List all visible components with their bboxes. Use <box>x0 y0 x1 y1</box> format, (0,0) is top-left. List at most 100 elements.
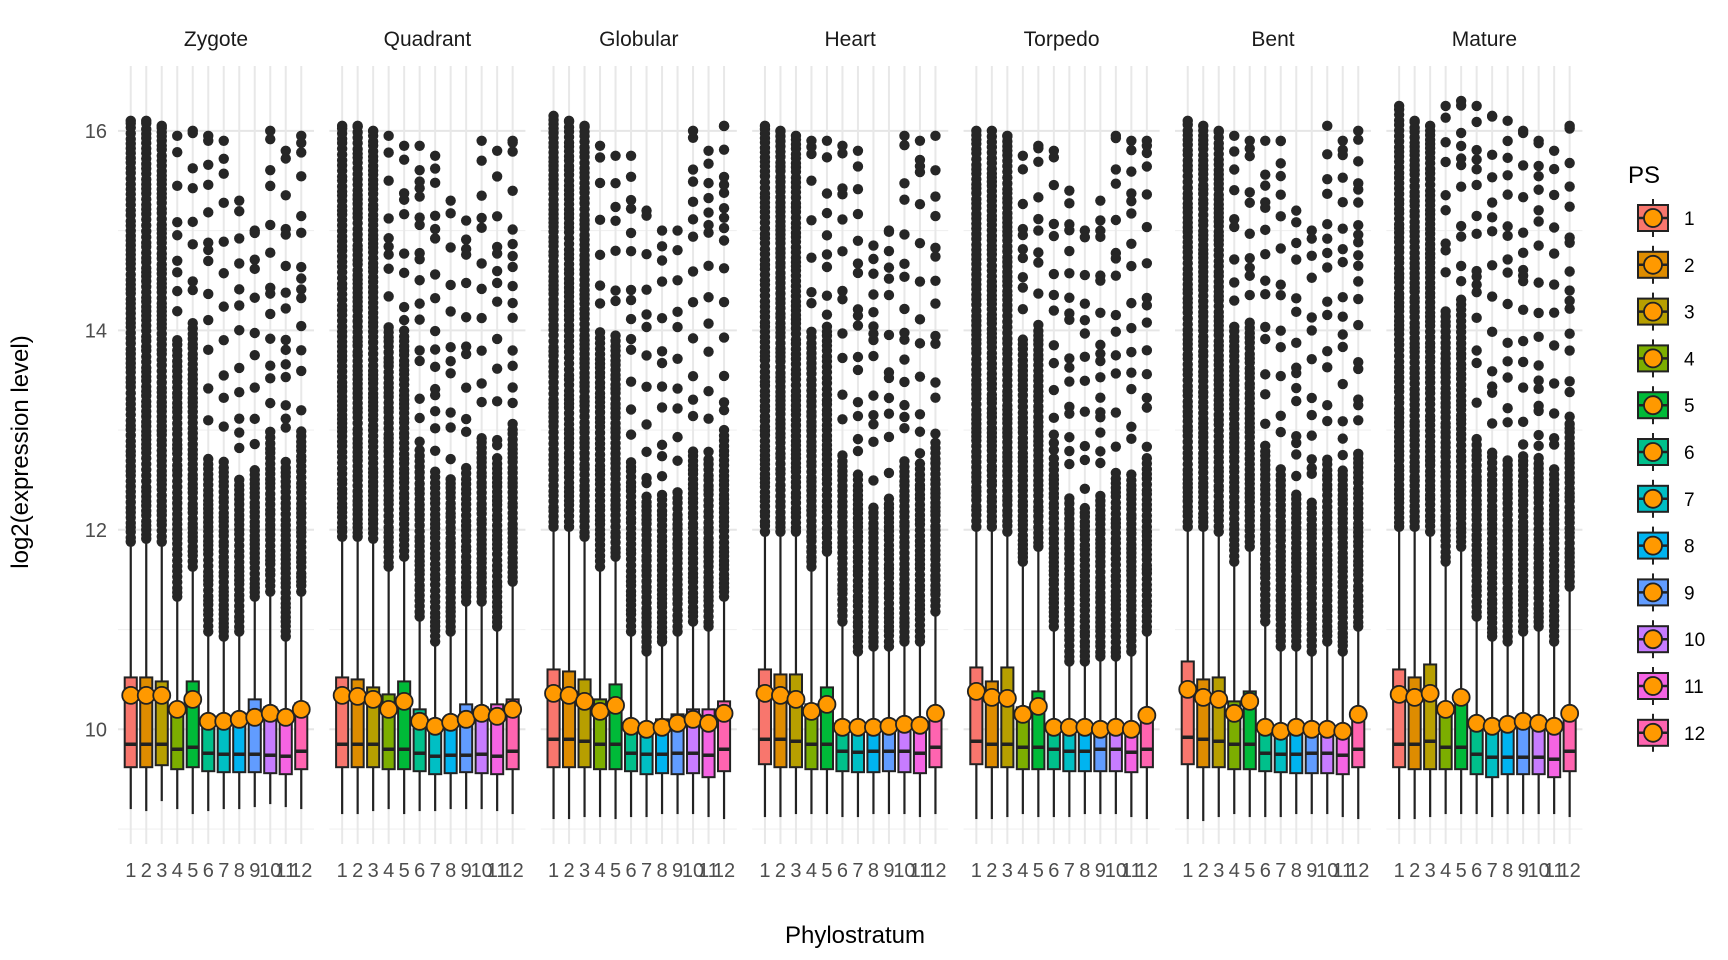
outlier-point <box>336 120 348 132</box>
outlier-point <box>1095 195 1106 206</box>
outlier-point <box>414 219 425 231</box>
outlier-point <box>265 164 276 176</box>
mean-point <box>544 683 563 703</box>
outlier-point <box>718 263 730 274</box>
outlier-point <box>852 433 864 445</box>
outlier-point <box>1244 252 1255 264</box>
outlier-points <box>548 110 559 533</box>
outlier-point <box>703 292 714 303</box>
outlier-points <box>383 130 394 572</box>
outlier-point <box>280 413 291 424</box>
outlier-point <box>398 325 410 336</box>
outlier-point <box>1275 189 1286 200</box>
outlier-point <box>1353 319 1364 331</box>
outlier-points <box>1244 135 1255 552</box>
outlier-point <box>899 271 910 283</box>
outlier-points <box>336 120 348 542</box>
outlier-points <box>971 125 982 533</box>
outlier-point <box>172 335 183 346</box>
outlier-point <box>1141 161 1153 172</box>
outlier-point <box>1126 421 1137 432</box>
x-tick-label: 4 <box>172 860 183 882</box>
outlier-point <box>899 354 910 365</box>
outlier-point <box>837 183 848 194</box>
outlier-point <box>296 171 307 182</box>
outlier-points <box>703 145 714 632</box>
outlier-point <box>491 363 503 374</box>
outlier-point <box>1291 430 1302 442</box>
outlier-point <box>414 164 425 176</box>
outlier-point <box>1322 362 1333 373</box>
outlier-point <box>429 150 441 161</box>
mean-point <box>1317 719 1337 739</box>
outlier-point <box>1260 369 1271 380</box>
outlier-point <box>718 179 730 191</box>
outlier-point <box>625 457 637 468</box>
outlier-point <box>1275 464 1286 475</box>
x-tick-label: 3 <box>790 860 801 882</box>
outlier-point <box>476 378 487 389</box>
mean-point <box>864 717 883 737</box>
outlier-point <box>1110 130 1122 142</box>
outlier-points <box>187 125 198 572</box>
outlier-point <box>656 471 668 482</box>
outlier-point <box>203 415 214 426</box>
outlier-point <box>806 215 817 226</box>
outlier-point <box>1033 192 1044 203</box>
mean-point <box>503 699 523 719</box>
outlier-point <box>672 431 683 443</box>
x-tick-label: 12 <box>290 860 312 882</box>
outlier-point <box>1064 401 1075 413</box>
mean-point <box>456 709 476 729</box>
mean-point <box>1121 719 1141 739</box>
x-tick-label: 7 <box>218 860 229 882</box>
outlier-point <box>1260 418 1271 429</box>
outlier-point <box>1126 346 1137 358</box>
outlier-point <box>476 433 487 444</box>
outlier-point <box>656 451 668 462</box>
outlier-points <box>367 125 379 544</box>
mean-point <box>1028 696 1048 716</box>
outlier-point <box>1064 493 1075 504</box>
outlier-point <box>265 308 276 320</box>
x-tick-label: 12 <box>924 860 946 882</box>
outlier-point <box>837 352 848 364</box>
x-tick-label: 7 <box>1064 860 1075 882</box>
outlier-point <box>1141 402 1153 413</box>
outlier-point <box>1126 322 1137 334</box>
x-tick-label: 11 <box>698 860 719 882</box>
outlier-point <box>641 309 652 320</box>
outlier-point <box>491 265 503 277</box>
x-tick-label: 1 <box>337 860 348 882</box>
x-tick-label: 10 <box>259 860 281 882</box>
outlier-point <box>852 145 864 156</box>
outlier-point <box>1353 394 1364 405</box>
mean-point <box>1302 719 1322 739</box>
outlier-point <box>218 236 229 247</box>
outlier-point <box>445 407 456 418</box>
mean-point <box>198 711 218 731</box>
outlier-point <box>445 208 456 219</box>
mean-point <box>699 713 718 733</box>
outlier-point <box>1048 145 1060 156</box>
outlier-point <box>672 306 683 318</box>
outlier-point <box>1291 382 1302 394</box>
outlier-point <box>610 150 621 161</box>
outlier-point <box>687 394 699 405</box>
outlier-point <box>1141 369 1153 380</box>
outlier-point <box>899 258 910 270</box>
outlier-point <box>234 387 245 398</box>
outlier-point <box>203 244 214 256</box>
outlier-point <box>491 241 503 253</box>
x-tick-label: 8 <box>445 860 456 882</box>
outlier-point <box>1064 219 1075 230</box>
outlier-point <box>703 227 714 238</box>
outlier-points <box>579 120 590 542</box>
outlier-point <box>1393 100 1405 112</box>
outlier-point <box>641 472 652 484</box>
outlier-point <box>806 175 817 186</box>
outlier-point <box>1291 395 1302 407</box>
mean-point <box>683 709 703 729</box>
outlier-point <box>383 175 394 186</box>
